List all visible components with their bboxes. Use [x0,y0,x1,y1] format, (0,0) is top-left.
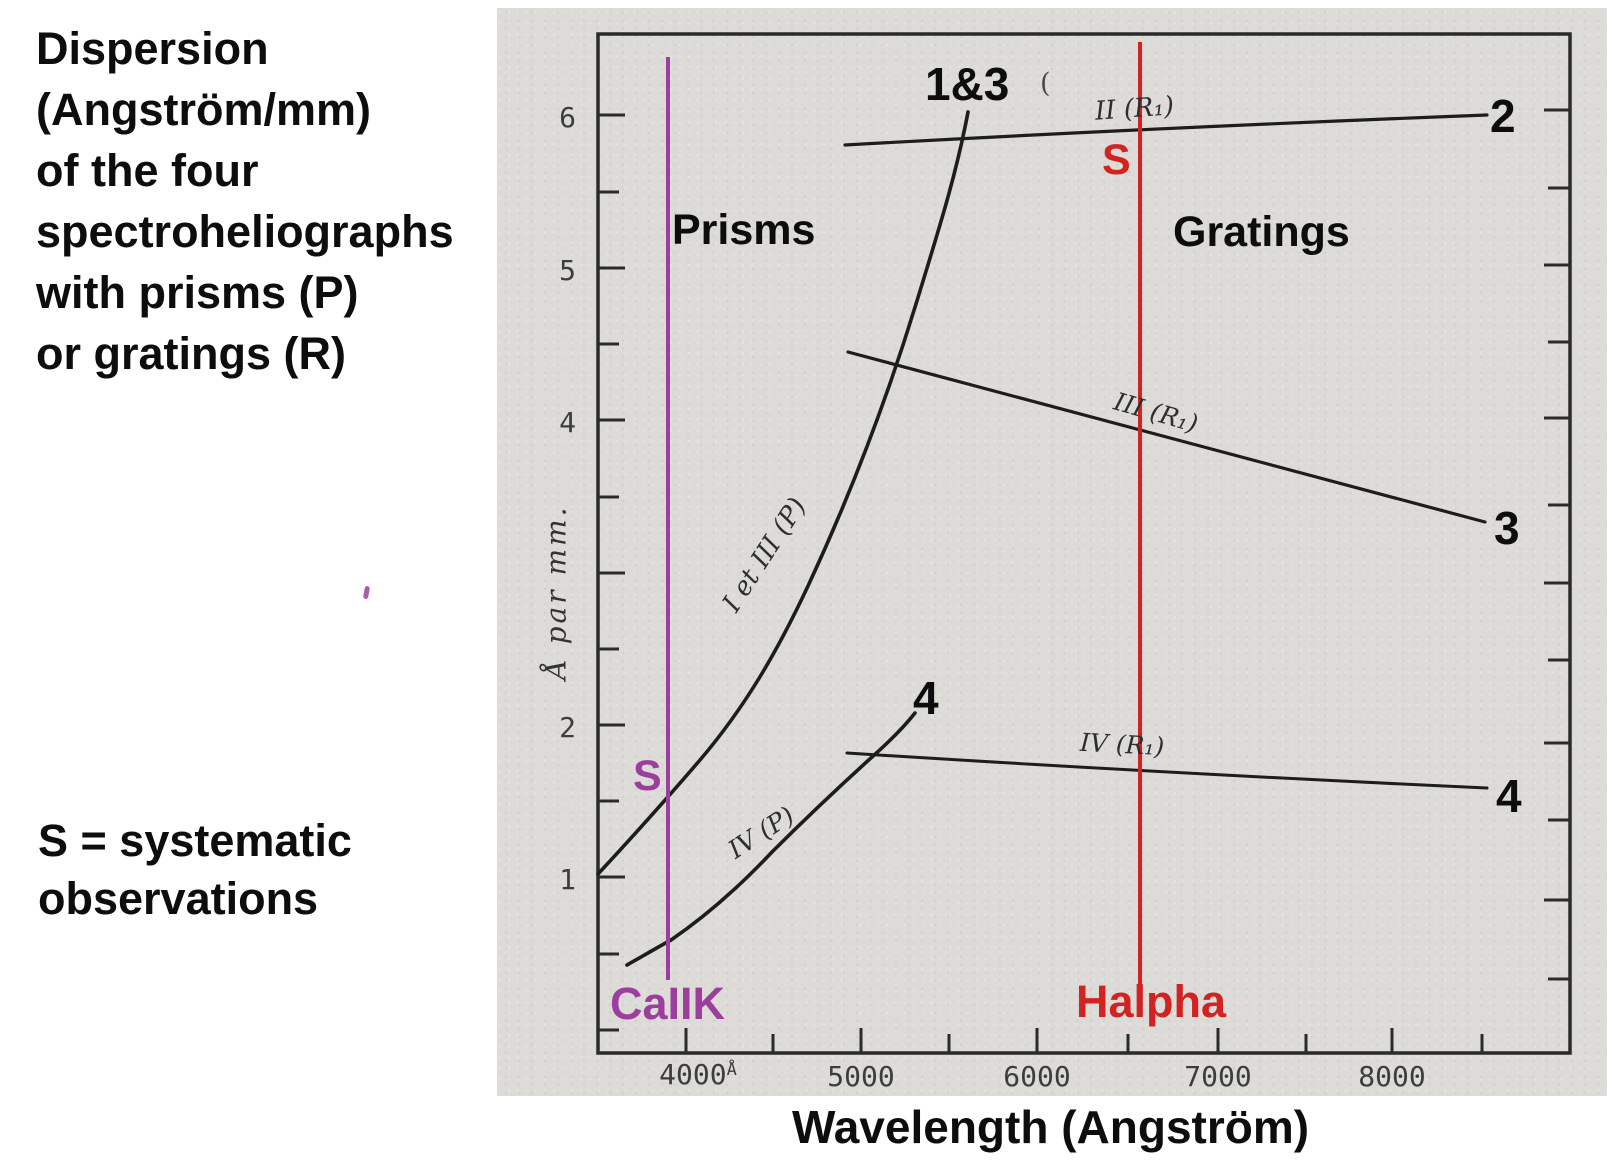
x-axis-major-ticks [684,1028,1394,1052]
s-marker-caiik: S [633,752,662,800]
figure-caption: Dispersion (Angström/mm) of the four spe… [36,18,454,384]
curve-label-grating-2: II (R₁) [1094,91,1176,127]
x-tick-label-7000: 7000 [1184,1060,1252,1093]
y-axis-minor-ticks [599,190,619,1032]
caption-line: spectroheliographs [36,206,454,257]
x-axis-title: Wavelength (Angström) [792,1101,1310,1153]
line-grating-3 [846,350,1487,524]
caption-line: with prisms (P) [36,267,359,318]
instrument-label-3: 3 [1494,502,1520,554]
y-axis-major-ticks [599,113,625,879]
halpha-label: Halpha [1076,976,1227,1027]
stray-scan-mark: ( [1040,68,1051,99]
curve-label-grating-4: IV (R₁) [1079,727,1165,762]
s-legend-line: S = systematic [38,815,352,866]
caption-line: Dispersion [36,23,269,74]
s-marker-halpha: S [1102,136,1131,184]
x-tick-label-6000: 6000 [1003,1060,1071,1093]
caiik-label: CaIIK [610,978,726,1029]
y-tick-label-1: 1 [559,863,576,896]
y-tick-label-6: 6 [559,101,576,134]
line-grating-2 [843,113,1489,147]
angstrom-superscript: Å [726,1060,737,1080]
instrument-label-4-prism: 4 [913,672,939,724]
scanned-chart-area [497,8,1607,1096]
x-tick-label-5000: 5000 [827,1060,895,1093]
caption-line: or gratings (R) [36,328,346,379]
curve-prism-1and3 [596,110,970,876]
y-tick-label-5: 5 [559,254,576,287]
region-label-gratings: Gratings [1173,208,1350,256]
region-label-prisms: Prisms [672,206,816,254]
instrument-label-2: 2 [1490,90,1516,142]
caption-line: (Angström/mm) [36,84,371,135]
plot-frame [596,32,1572,1055]
s-legend-note: S = systematic observations [38,812,352,928]
x-tick-label-4000: 4000Å [659,1058,737,1091]
x-axis-minor-ticks [771,1034,1484,1052]
instrument-label-4-grating: 4 [1496,770,1522,822]
y-tick-label-2: 2 [559,711,576,744]
x-tick-label-8000: 8000 [1358,1060,1426,1093]
caption-line: of the four [36,145,259,196]
y-axis-title: Å par mm. [539,504,573,680]
right-axis-ticks [1544,108,1569,981]
y-tick-label-4: 4 [559,406,576,439]
s-legend-line: observations [38,873,319,924]
instrument-label-1and3: 1&3 [925,58,1010,110]
line-grating-4 [845,751,1489,790]
